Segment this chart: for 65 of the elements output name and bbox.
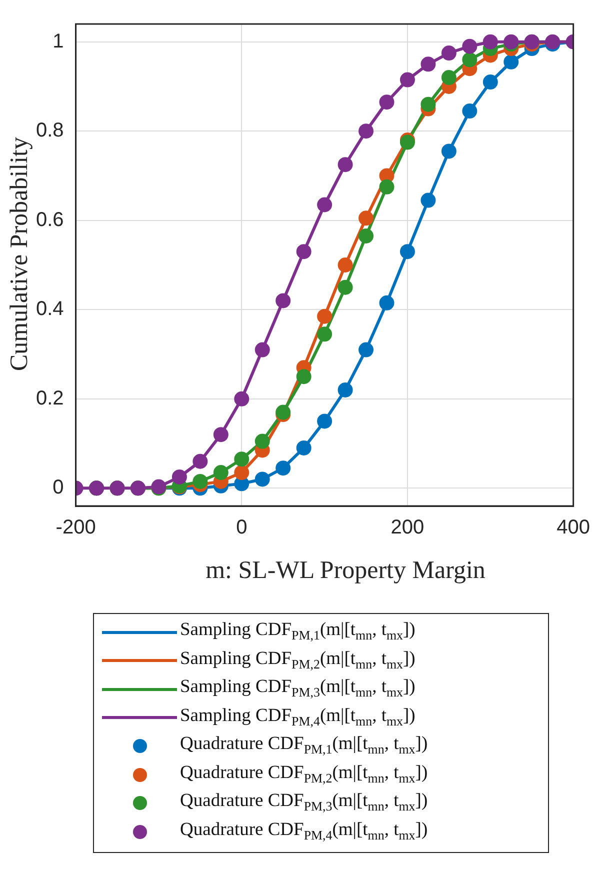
- point: [504, 54, 519, 70]
- y-tick-label: 0.6: [36, 208, 64, 231]
- legend-label: Quadrature CDF$_{PM,4}$(m|[t$_{mn}$, t$_{mx}$]): [180, 820, 428, 844]
- y-tick-label: 0.2: [36, 387, 64, 410]
- legend-label: Sampling CDF$_{PM,3}$(m|[t$_{mn}$, t$_{mx}$]): [180, 677, 416, 702]
- legend-label: Sampling CDF$_{PM,2}$(m|[t$_{mn}$, t$_{mx}$]): [180, 648, 416, 673]
- point: [420, 192, 436, 208]
- point: [420, 96, 436, 112]
- y-tick-label: 0: [52, 476, 64, 499]
- point: [317, 414, 332, 429]
- y-axis-title: Cumulative Probability: [6, 136, 34, 374]
- point: [358, 342, 374, 358]
- y-tick-label: 0.4: [36, 298, 64, 320]
- point: [441, 70, 456, 86]
- point: [400, 72, 415, 88]
- point: [379, 295, 394, 310]
- point: [358, 228, 374, 244]
- y-tick-label: 0.8: [36, 120, 64, 142]
- x-tick-label: 400: [556, 516, 590, 539]
- point: [317, 308, 332, 324]
- point: [213, 427, 228, 442]
- point: [379, 94, 394, 110]
- point: [276, 460, 291, 476]
- point: [420, 56, 436, 72]
- point: [379, 179, 394, 194]
- point: [296, 440, 312, 456]
- point: [441, 144, 456, 159]
- point: [296, 244, 312, 260]
- legend-label: Quadrature CDF$_{PM,3}$(m|[t$_{mn}$, t$_{mx}$]): [180, 791, 428, 816]
- x-tick-label: 200: [390, 516, 424, 539]
- legend-label: Quadrature CDF$_{PM,2}$(m|[t$_{mn}$, t$_{mx}$]): [180, 762, 428, 787]
- point: [338, 258, 353, 272]
- point: [441, 46, 456, 61]
- point: [338, 280, 353, 295]
- point: [296, 369, 312, 384]
- point: [358, 210, 374, 226]
- point: [254, 342, 270, 358]
- point: [254, 472, 270, 487]
- point: [192, 454, 208, 469]
- x-tick-label: 0: [236, 516, 248, 539]
- point: [338, 157, 353, 172]
- y-tick-label: 1: [52, 30, 64, 52]
- legend-label: Sampling CDF$_{PM,1}$(m|[t$_{mn}$, t$_{mx}$]): [180, 620, 416, 644]
- point: [358, 124, 374, 139]
- point: [462, 104, 478, 119]
- x-axis-title: m: SL-WL Property Margin: [204, 557, 486, 585]
- point: [192, 474, 208, 489]
- x-tick-label: -200: [56, 516, 96, 539]
- point: [482, 74, 498, 90]
- point: [234, 465, 250, 480]
- point: [172, 469, 187, 484]
- point: [234, 452, 250, 467]
- point: [482, 34, 498, 50]
- point: [276, 293, 291, 308]
- point: [462, 38, 478, 54]
- point: [317, 326, 332, 342]
- point: [317, 197, 332, 212]
- point: [338, 382, 353, 398]
- point: [234, 391, 250, 406]
- point: [462, 52, 478, 68]
- legend-label: Quadrature CDF$_{PM,1}$(m|[t$_{mn}$, t$_{mx}$]): [180, 734, 428, 758]
- point: [213, 465, 228, 480]
- point: [254, 434, 270, 449]
- point: [400, 244, 415, 260]
- legend-label: Sampling CDF$_{PM,4}$(m|[t$_{mn}$, t$_{mx}$]): [180, 706, 416, 730]
